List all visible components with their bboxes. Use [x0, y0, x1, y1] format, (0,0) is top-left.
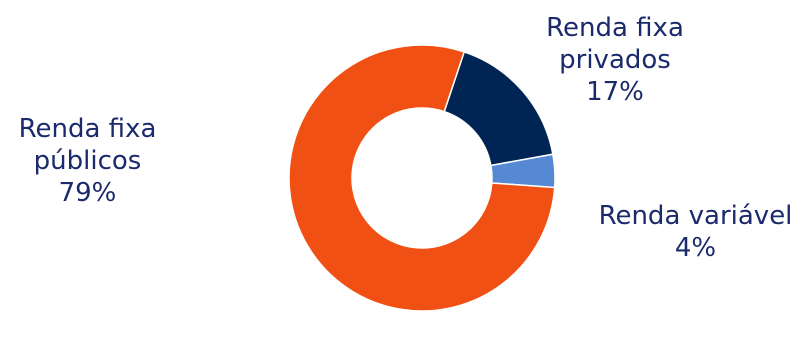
slice-label-renda-variavel: Renda variável 4% [588, 200, 803, 264]
slice-label-line: Renda fixa [18, 114, 157, 144]
slice-value-label: 17% [586, 77, 644, 107]
slice-label-line: privados [559, 45, 671, 75]
slice-value-label: 79% [58, 178, 117, 208]
slice-label-line: Renda variável [598, 201, 793, 231]
slice-label-renda-fixa-publicos: Renda fixa públicos 79% [0, 113, 175, 209]
slice-value-label: 4% [674, 233, 717, 263]
slice-label-line: públicos [33, 146, 142, 176]
slice-label-line: Renda fixa [546, 13, 684, 43]
donut-slice-0 [288, 44, 556, 312]
donut-slices [288, 44, 556, 312]
slice-label-renda-fixa-privados: Renda fixa privados 17% [520, 12, 710, 108]
